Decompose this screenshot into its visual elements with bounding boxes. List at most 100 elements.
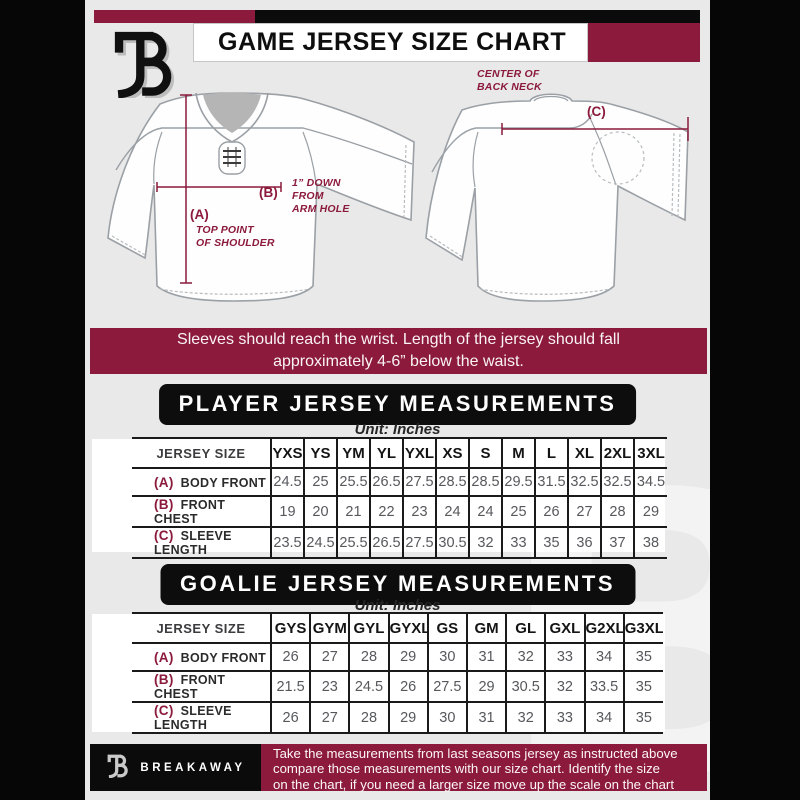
size-value: 27 [309, 642, 350, 672]
size-value: 34 [583, 642, 624, 672]
right-page-border [710, 0, 800, 800]
size-value: 33.5 [583, 670, 624, 703]
fit-note-banner: Sleeves should reach the wrist. Length o… [90, 328, 707, 374]
size-value: 29 [387, 701, 428, 734]
table-row: (C) SLEEVE LENGTH 23.5 24.5 25.5 26.5 27.5 30.5… [132, 526, 667, 559]
brand-name: BREAKAWAY [140, 761, 246, 774]
size-column-header: GS [426, 612, 467, 644]
table-row: (B) FRONT CHEST 19 20 21 22 23 24 24 25 26 27 28 29 [132, 495, 667, 528]
size-value: 24 [435, 495, 469, 528]
footer-instructions: Take the measurements from last seasons … [261, 744, 707, 792]
size-value: 29 [465, 670, 507, 703]
size-value: 28.5 [435, 467, 469, 497]
size-value: 22 [369, 495, 403, 528]
size-value: 23 [309, 670, 350, 703]
note-center-of-back-neck: CENTER OF BACK NECK [477, 68, 542, 93]
size-value: 33 [544, 701, 585, 734]
size-value: 24.5 [270, 467, 304, 497]
size-value: 29 [633, 495, 667, 528]
size-column-header: YM [336, 437, 370, 469]
size-value: 36 [567, 526, 601, 559]
measurement-row-label: (C) SLEEVE LENGTH [132, 526, 271, 559]
size-column-header: GXL [544, 612, 585, 644]
size-column-header: GYS [269, 612, 311, 644]
table-row: (C) SLEEVE LENGTH 26 27 28 29 30 31 32 33 34 35 [132, 701, 663, 734]
measurement-key: (C) [154, 528, 174, 543]
breakaway-footer-logo-icon [105, 752, 131, 783]
measurement-row-label: (A) BODY FRONT [132, 467, 271, 497]
size-value: 34.5 [633, 467, 667, 497]
size-value: 32 [505, 701, 546, 734]
size-column-header: 2XL [600, 437, 634, 469]
size-column-header: GM [465, 612, 507, 644]
size-value: 30.5 [435, 526, 469, 559]
table-header-row: JERSEY SIZE GYS GYM GYL GYXL GS GM GL GXL G2XL G3X… [132, 612, 663, 644]
header-maroon-bar [94, 10, 255, 23]
size-value: 31.5 [534, 467, 568, 497]
measurement-row-label: (A) BODY FRONT [132, 642, 271, 672]
size-value: 20 [303, 495, 337, 528]
size-value: 26 [269, 701, 311, 734]
player-size-table: JERSEY SIZE YXS YS YM YL YXL XS S M L XL 2XL 3XL (A) B… [132, 437, 667, 559]
size-value: 35 [534, 526, 568, 559]
breakaway-logo-icon [105, 24, 183, 103]
page-title: GAME JERSEY SIZE CHART [193, 23, 588, 62]
size-value: 30 [426, 642, 467, 672]
size-value: 32 [544, 670, 585, 703]
size-column-header: YS [303, 437, 337, 469]
measurement-key-b: (B) [259, 185, 278, 200]
size-value: 32 [505, 642, 546, 672]
size-column-header: YXS [270, 437, 304, 469]
measurement-key-a: (A) [190, 207, 209, 222]
measurement-key: (B) [154, 672, 174, 687]
footer-brand-box: BREAKAWAY [90, 744, 261, 791]
size-value: 27.5 [402, 467, 436, 497]
armhole-stitch-circle [591, 131, 645, 185]
note-down-from-armhole: 1” DOWN FROM ARM HOLE [292, 177, 350, 215]
size-value: 25.5 [336, 526, 370, 559]
size-value: 24 [468, 495, 502, 528]
size-column-header: GYL [348, 612, 389, 644]
size-column-header: M [501, 437, 535, 469]
size-value: 30 [426, 701, 467, 734]
left-page-border [0, 0, 85, 800]
table-row: (A) BODY FRONT 26 27 28 29 30 31 32 33 34 35 [132, 642, 663, 672]
table-header-row: JERSEY SIZE YXS YS YM YL YXL XS S M L XL 2XL 3XL [132, 437, 667, 469]
player-section-heading: PLAYER JERSEY MEASUREMENTS [158, 384, 637, 425]
size-column-header: G3XL [622, 612, 663, 644]
size-column-header: XS [435, 437, 469, 469]
table-row: (A) BODY FRONT 24.5 25 25.5 26.5 27.5 28.5 28.5 2… [132, 467, 667, 497]
front-jersey-diagram [107, 92, 415, 302]
header-black-bar [255, 10, 700, 23]
measurement-line-c [501, 117, 689, 141]
size-value: 31 [465, 642, 507, 672]
size-value: 34 [583, 701, 624, 734]
goalie-section-heading: GOALIE JERSEY MEASUREMENTS [160, 564, 635, 605]
size-value: 21.5 [269, 670, 311, 703]
jersey-size-header: JERSEY SIZE [132, 437, 271, 469]
size-value: 26 [534, 495, 568, 528]
content-area: B GAME JERSEY SIZE CHART [85, 0, 800, 800]
measurement-key: (B) [154, 497, 174, 512]
size-value: 26.5 [369, 526, 403, 559]
size-value: 28 [348, 701, 389, 734]
size-value: 33 [501, 526, 535, 559]
size-column-header: GYXL [387, 612, 428, 644]
size-value: 38 [633, 526, 667, 559]
size-value: 28.5 [468, 467, 502, 497]
size-column-header: XL [567, 437, 601, 469]
size-value: 25 [303, 467, 337, 497]
size-value: 24.5 [303, 526, 337, 559]
size-value: 31 [465, 701, 507, 734]
size-column-header: L [534, 437, 568, 469]
size-column-header: S [468, 437, 502, 469]
measurement-key-c: (C) [587, 104, 606, 119]
measurement-line-b [156, 182, 282, 192]
size-value: 35 [622, 642, 663, 672]
note-top-point-of-shoulder: TOP POINT OF SHOULDER [196, 224, 275, 249]
measurement-key: (A) [154, 474, 174, 490]
measurement-key: (A) [154, 649, 174, 665]
size-value: 25 [501, 495, 535, 528]
size-value: 23 [402, 495, 436, 528]
size-value: 19 [270, 495, 304, 528]
